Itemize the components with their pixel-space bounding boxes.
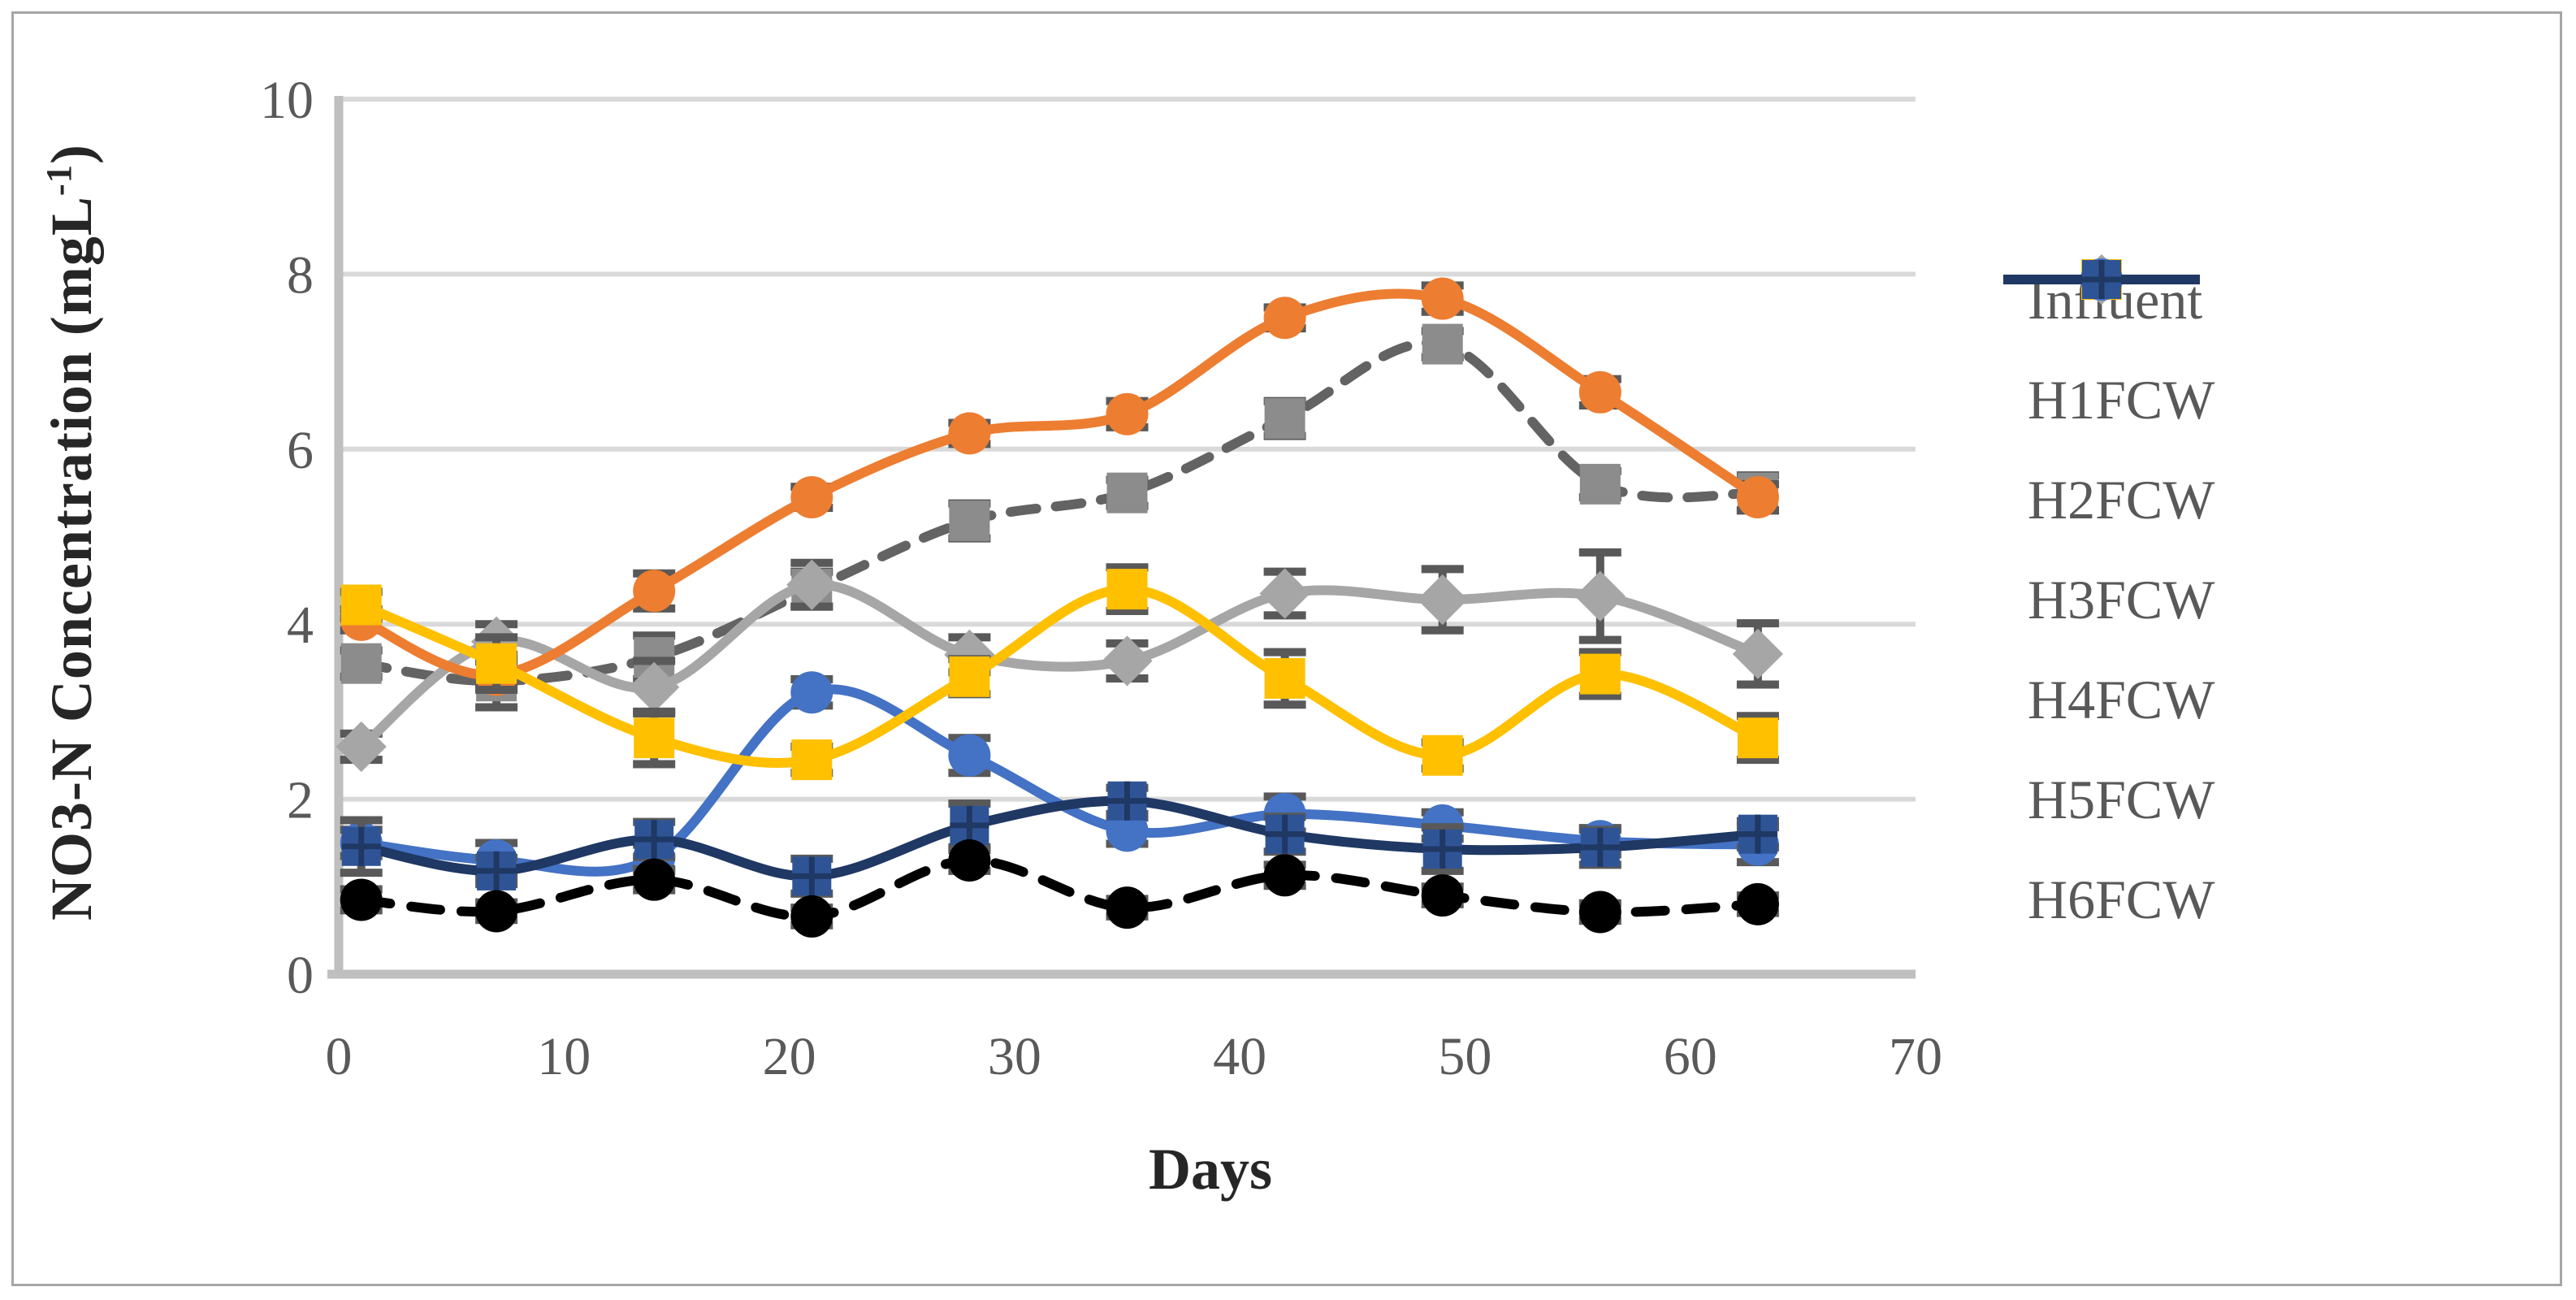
series-group-Influent: [340, 838, 1779, 938]
y-tick-label-6: 6: [287, 421, 314, 480]
data-point-marker-H2FCW: [948, 412, 991, 455]
y-tick-label-8: 8: [287, 245, 314, 305]
series-line-H5FCW: [356, 684, 1763, 877]
series-line-Influent: [356, 855, 1763, 922]
data-point-marker-H2FCW: [1421, 277, 1464, 320]
chart-legend: Influent H1FCW H2FCW H3FCW H4FCW H5FCW H…: [2000, 250, 2214, 950]
data-point-marker-Influent: [1263, 854, 1306, 897]
legend-label: H4FCW: [2028, 669, 2215, 730]
x-tick-label-40: 40: [1213, 1027, 1266, 1086]
data-point-marker-Influent: [475, 890, 518, 933]
y-axis-title-close-paren: ): [39, 143, 104, 164]
data-point-marker-H2FCW: [790, 476, 833, 519]
data-point-marker-H4FCW: [476, 643, 517, 684]
data-point-marker-Influent: [948, 838, 991, 882]
data-point-marker-H1FCW: [340, 643, 382, 684]
data-point-marker-H1FCW: [949, 500, 990, 542]
data-point-marker-H2FCW: [1736, 476, 1779, 519]
data-point-marker-H1FCW: [1579, 463, 1621, 505]
data-point-marker-H1FCW: [1106, 472, 1148, 514]
x-axis-title: Days: [1148, 1137, 1273, 1202]
data-point-marker-Influent: [1106, 886, 1149, 930]
data-point-marker-H5FCW: [948, 734, 991, 777]
legend-item-h6fcw: H6FCW: [2000, 260, 2215, 950]
legend-item-h2fcw: H2FCW: [2000, 258, 2215, 550]
data-point-marker-H4FCW: [340, 584, 382, 626]
data-point-marker-H2FCW: [1578, 370, 1621, 414]
data-point-marker-H3FCW: [336, 721, 387, 773]
series-group-H4FCW: [340, 563, 1779, 781]
y-axis-title: NO3-N Concentration (mgL-1): [37, 144, 106, 921]
y-tick-label-0: 0: [287, 946, 314, 1005]
series-line-H6FCW: [356, 795, 1763, 882]
data-point-marker-H3FCW: [786, 559, 838, 610]
legend-label: H1FCW: [2028, 369, 2215, 431]
legend-item-h4fcw: H4FCW: [2000, 259, 2215, 750]
legend-label: H3FCW: [2028, 569, 2215, 630]
series-line-H3FCW: [356, 579, 1763, 752]
legend-item-h1fcw: H1FCW: [2000, 259, 2215, 450]
data-point-marker-H2FCW: [1106, 392, 1149, 436]
legend-label: H5FCW: [2028, 769, 2215, 830]
legend-item-h5fcw: H5FCW: [2000, 258, 2215, 850]
series-line-H2FCW: [356, 288, 1763, 680]
data-point-marker-H4FCW: [1737, 717, 1778, 759]
y-tick-label-2: 2: [287, 771, 314, 830]
data-point-marker-H1FCW: [1264, 398, 1305, 440]
data-point-marker-H3FCW: [1102, 635, 1153, 687]
series-line-H1FCW: [356, 338, 1763, 687]
x-tick-label-70: 70: [1889, 1027, 1942, 1086]
y-tick-label-10: 10: [260, 71, 314, 130]
legend-swatch-h6fcw-icon: [2003, 260, 2200, 299]
data-point-marker-H3FCW: [1732, 628, 1784, 679]
data-point-marker-H3FCW: [1259, 568, 1310, 619]
data-point-marker-Influent: [1736, 882, 1779, 925]
data-point-marker-H1FCW: [1422, 323, 1463, 365]
data-point-marker-Influent: [790, 895, 833, 938]
data-point-marker-H3FCW: [1574, 570, 1626, 622]
y-axis-title-superscript: -1: [38, 163, 79, 197]
data-point-marker-Influent: [1421, 874, 1464, 917]
data-point-marker-Influent: [1578, 890, 1621, 934]
data-point-marker-Influent: [633, 858, 676, 901]
data-point-marker-H4FCW: [1106, 569, 1148, 610]
series-group-H3FCW: [336, 548, 1784, 773]
data-point-marker-H4FCW: [1579, 653, 1621, 695]
data-point-marker-H4FCW: [1422, 734, 1463, 776]
x-tick-label-60: 60: [1664, 1027, 1717, 1086]
x-tick-label-20: 20: [763, 1027, 816, 1086]
series-line-H4FCW: [356, 584, 1763, 769]
legend-label: H6FCW: [2028, 869, 2215, 930]
data-point-marker-H3FCW: [629, 661, 680, 713]
x-tick-label-10: 10: [537, 1027, 591, 1086]
x-tick-label-0: 0: [326, 1027, 353, 1086]
data-point-marker-H3FCW: [1417, 574, 1468, 626]
legend-label: H2FCW: [2028, 469, 2215, 531]
data-point-marker-H4FCW: [634, 717, 675, 759]
data-point-marker-H4FCW: [791, 739, 833, 781]
x-tick-label-50: 50: [1438, 1027, 1491, 1086]
data-point-marker-H2FCW: [1263, 297, 1306, 340]
data-point-marker-H4FCW: [1264, 657, 1305, 699]
data-point-marker-H2FCW: [633, 570, 676, 613]
data-point-marker-H5FCW: [790, 671, 833, 714]
data-point-marker-H4FCW: [949, 656, 990, 697]
y-tick-label-4: 4: [287, 596, 314, 655]
series-group-H6FCW: [340, 781, 1779, 898]
legend-item-h3fcw: H3FCW: [2000, 254, 2215, 650]
series-group-H2FCW: [340, 277, 1779, 696]
data-point-marker-Influent: [340, 878, 383, 921]
x-tick-label-30: 30: [988, 1027, 1041, 1086]
y-axis-title-text: NO3-N Concentration (mgL: [39, 196, 104, 921]
